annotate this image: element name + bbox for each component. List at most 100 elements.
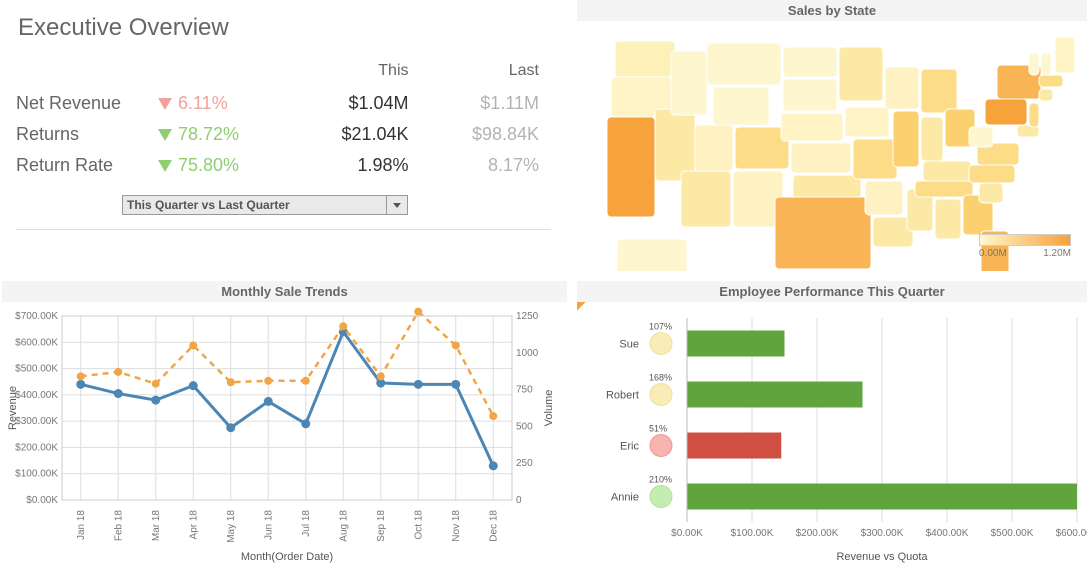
kpi-table: This Last Net Revenue6.11%$1.04M$1.11MRe…: [16, 62, 551, 181]
svg-text:Jan 18: Jan 18: [76, 510, 87, 540]
svg-text:Month(Order Date): Month(Order Date): [241, 551, 333, 563]
svg-text:$300.00K: $300.00K: [861, 528, 904, 539]
state-KS[interactable]: [791, 143, 851, 173]
svg-text:Jul 18: Jul 18: [301, 510, 312, 537]
svg-text:Aug 18: Aug 18: [338, 510, 349, 542]
state-PA[interactable]: [985, 99, 1027, 125]
svg-text:Revenue vs Quota: Revenue vs Quota: [836, 551, 928, 563]
col-this: This: [290, 62, 421, 88]
svg-text:210%: 210%: [649, 475, 672, 485]
kpi-last: 8.17%: [421, 150, 552, 181]
triangle-down-good-icon: [158, 129, 172, 141]
svg-text:Mar 18: Mar 18: [151, 510, 162, 542]
svg-text:Revenue: Revenue: [7, 386, 19, 430]
svg-text:Jun 18: Jun 18: [263, 510, 274, 540]
panel-title-emp: Employee Performance This Quarter: [577, 281, 1087, 302]
page-title: Executive Overview: [18, 14, 551, 42]
col-last: Last: [421, 62, 552, 88]
kpi-row: Return Rate75.80%1.98%8.17%: [16, 150, 551, 181]
trend-chart[interactable]: $0.00K$100.00K$200.00K$300.00K$400.00K$5…: [2, 302, 562, 566]
panel-title-trends: Monthly Sale Trends: [2, 281, 567, 302]
state-AL[interactable]: [935, 199, 961, 239]
state-AR[interactable]: [865, 181, 903, 215]
employee-chart[interactable]: $0.00K$100.00K$200.00K$300.00K$400.00K$5…: [577, 302, 1087, 566]
state-WA[interactable]: [615, 41, 675, 77]
state-MT[interactable]: [707, 43, 781, 85]
kpi-this: $1.04M: [290, 88, 421, 119]
period-select[interactable]: This Quarter vs Last Quarter: [122, 195, 408, 215]
gradient-icon: [979, 234, 1071, 246]
state-TX[interactable]: [775, 197, 871, 269]
svg-text:$500.00K: $500.00K: [15, 364, 58, 375]
svg-text:Feb 18: Feb 18: [113, 510, 124, 542]
state-ND[interactable]: [783, 47, 837, 77]
state-KY[interactable]: [923, 161, 971, 181]
state-MA[interactable]: [1039, 75, 1063, 87]
chevron-down-icon: [386, 196, 407, 214]
state-NH[interactable]: [1041, 53, 1051, 75]
svg-text:Volume: Volume: [543, 390, 555, 427]
state-ME[interactable]: [1055, 37, 1075, 73]
sales-by-state-panel: Sales by State 0.00M 1.20M: [577, 0, 1087, 277]
legend-min: 0.00M: [979, 248, 1007, 259]
kpi-label: Returns: [16, 119, 158, 150]
svg-text:$0.00K: $0.00K: [26, 495, 58, 506]
svg-text:May 18: May 18: [226, 510, 237, 543]
state-ID[interactable]: [671, 51, 707, 115]
kpi-row: Net Revenue6.11%$1.04M$1.11M: [16, 88, 551, 119]
kpi-row: Returns78.72%$21.04K$98.84K: [16, 119, 551, 150]
executive-overview-panel: Executive Overview This Last Net Revenue…: [2, 0, 567, 277]
svg-text:$100.00K: $100.00K: [731, 528, 774, 539]
kpi-last: $1.11M: [421, 88, 552, 119]
svg-text:$600.00K: $600.00K: [15, 337, 58, 348]
svg-text:750: 750: [516, 385, 533, 396]
state-NE[interactable]: [781, 113, 843, 141]
triangle-down-good-icon: [158, 160, 172, 172]
svg-text:$100.00K: $100.00K: [15, 469, 58, 480]
state-IL[interactable]: [893, 111, 919, 167]
svg-text:$600.00K: $600.00K: [1056, 528, 1087, 539]
svg-text:1250: 1250: [516, 311, 539, 322]
state-IA[interactable]: [845, 107, 889, 137]
employee-performance-panel: Employee Performance This Quarter $0.00K…: [577, 281, 1087, 571]
divider: [16, 229, 551, 230]
state-NJ[interactable]: [1029, 103, 1039, 127]
monthly-trends-panel: Monthly Sale Trends $0.00K $100.00K $200.0…: [2, 281, 567, 571]
svg-text:$500.00K: $500.00K: [991, 528, 1034, 539]
state-CA[interactable]: [607, 117, 655, 217]
svg-text:Robert: Robert: [606, 390, 639, 402]
svg-text:0: 0: [516, 495, 522, 506]
state-NV[interactable]: [655, 109, 695, 181]
state-SD[interactable]: [783, 79, 837, 111]
state-UT[interactable]: [695, 125, 733, 171]
state-MO[interactable]: [853, 139, 897, 179]
kpi-change: 75.80%: [158, 150, 290, 181]
state-WY[interactable]: [713, 87, 769, 125]
state-WV[interactable]: [969, 127, 993, 147]
panel-title-map: Sales by State: [577, 0, 1087, 21]
state-AZ[interactable]: [681, 171, 731, 227]
svg-text:$300.00K: $300.00K: [15, 416, 58, 427]
svg-text:Eric: Eric: [620, 441, 639, 453]
state-TN[interactable]: [915, 181, 973, 197]
kpi-last: $98.84K: [421, 119, 552, 150]
legend-max: 1.20M: [1043, 248, 1071, 259]
triangle-down-bad-icon: [158, 98, 172, 110]
state-VT[interactable]: [1029, 53, 1039, 75]
svg-text:500: 500: [516, 421, 533, 432]
svg-text:$700.00K: $700.00K: [15, 311, 58, 322]
state-MN[interactable]: [839, 47, 883, 101]
state-WI[interactable]: [885, 67, 919, 109]
kpi-this: 1.98%: [290, 150, 421, 181]
state-NC[interactable]: [969, 165, 1015, 183]
state-AK[interactable]: [617, 239, 687, 271]
svg-text:Sue: Sue: [619, 339, 639, 351]
svg-text:51%: 51%: [649, 424, 667, 434]
state-MI[interactable]: [921, 69, 957, 113]
svg-text:$0.00K: $0.00K: [671, 528, 703, 539]
kpi-change: 6.11%: [158, 88, 290, 119]
state-IN[interactable]: [921, 117, 943, 161]
state-CT[interactable]: [1039, 89, 1053, 101]
state-SC[interactable]: [979, 183, 1003, 203]
svg-text:$200.00K: $200.00K: [15, 442, 58, 453]
